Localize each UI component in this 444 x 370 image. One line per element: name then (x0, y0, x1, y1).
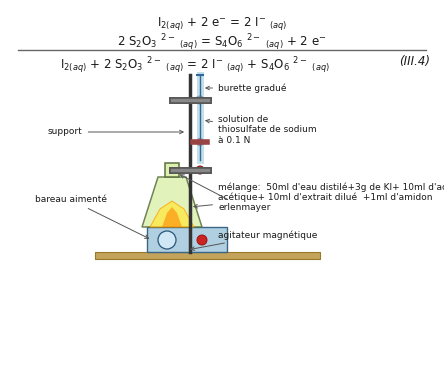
Polygon shape (150, 201, 194, 227)
FancyBboxPatch shape (165, 163, 179, 177)
Text: solution de
thiosulfate de sodium
à 0.1 N: solution de thiosulfate de sodium à 0.1 … (206, 115, 317, 145)
FancyBboxPatch shape (95, 252, 320, 259)
Text: mélange:  50ml d'eau distilé+3g de KI+ 10ml d'acide
acétique+ 10ml d'extrait dil: mélange: 50ml d'eau distilé+3g de KI+ 10… (194, 182, 444, 208)
Text: support: support (48, 128, 183, 137)
Circle shape (196, 166, 204, 174)
Circle shape (196, 96, 204, 104)
Text: erlenmayer: erlenmayer (180, 175, 270, 212)
Text: burette gradué: burette gradué (206, 83, 286, 93)
Circle shape (197, 138, 203, 145)
FancyBboxPatch shape (147, 227, 227, 252)
Circle shape (197, 235, 207, 245)
Polygon shape (142, 177, 202, 227)
Circle shape (158, 231, 176, 249)
Text: I$_{2(aq)}$ + 2 e$^{-}$ = 2 I$^{-}$ $_{(aq)}$: I$_{2(aq)}$ + 2 e$^{-}$ = 2 I$^{-}$ $_{(… (157, 15, 287, 32)
Text: agitateur magnétique: agitateur magnétique (191, 230, 317, 250)
Polygon shape (162, 207, 182, 227)
Text: (III.4): (III.4) (400, 55, 431, 68)
Text: I$_{2(aq)}$ + 2 S$_{2}$O$_{3}$ $^{2-}$ $_{(aq)}$ = 2 I$^{-}$ $_{(aq)}$ + S$_{4}$: I$_{2(aq)}$ + 2 S$_{2}$O$_{3}$ $^{2-}$ $… (60, 55, 330, 75)
Text: bareau aimenté: bareau aimenté (35, 195, 149, 238)
Text: 2 S$_{2}$O$_{3}$ $^{2-}$ $_{(aq)}$ = S$_{4}$O$_{6}$ $^{2-}$ $_{(aq)}$ + 2 e$^{-}: 2 S$_{2}$O$_{3}$ $^{2-}$ $_{(aq)}$ = S$_… (117, 32, 327, 53)
